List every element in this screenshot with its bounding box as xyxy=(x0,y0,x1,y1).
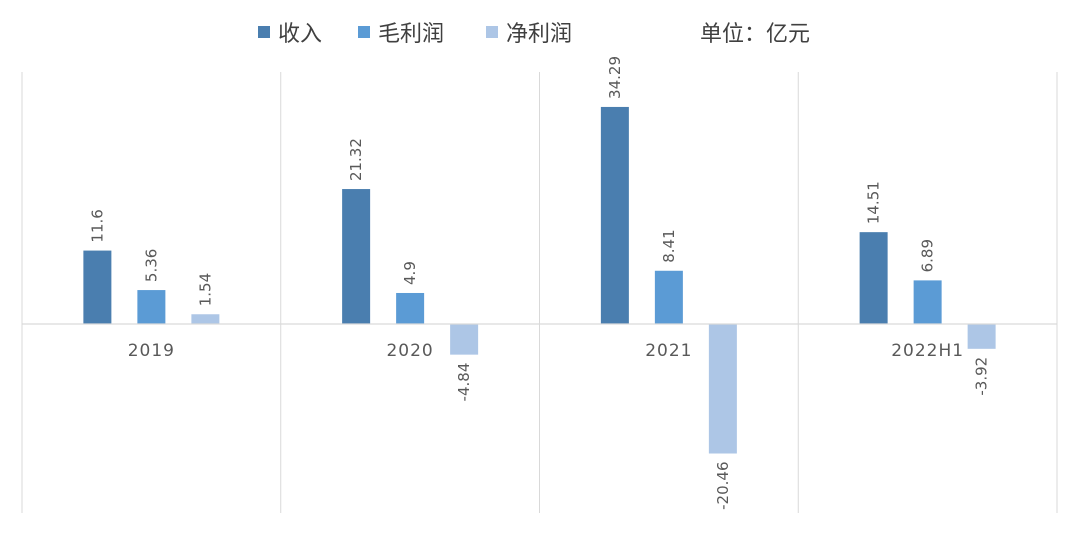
bar-gross-profit-2021 xyxy=(654,270,683,324)
data-label-revenue-2020: 21.32 xyxy=(347,138,365,181)
legend-label-gross-profit: 毛利润 xyxy=(378,22,445,47)
bar-net-profit-2019 xyxy=(191,314,220,324)
data-label-net-profit-2019: 1.54 xyxy=(196,273,214,306)
bar-net-profit-2021 xyxy=(708,324,737,454)
legend-swatch-revenue xyxy=(258,26,270,38)
legend-item-gross-profit: 毛利润 xyxy=(358,14,444,50)
unit-label: 单位：亿元 xyxy=(700,22,811,47)
legend-swatch-gross-profit xyxy=(358,26,370,38)
bar-net-profit-2022H1 xyxy=(967,324,996,349)
bar-revenue-2022H1 xyxy=(859,232,888,324)
data-label-gross-profit-2022H1: 6.89 xyxy=(919,239,937,272)
legend-item-net-profit: 净利润 xyxy=(486,14,572,50)
bar-revenue-2020 xyxy=(342,189,371,324)
bar-gross-profit-2020 xyxy=(396,292,425,324)
category-label-2020: 2020 xyxy=(386,341,433,361)
category-label-2022H1: 2022H1 xyxy=(891,341,964,361)
bar-gross-profit-2022H1 xyxy=(913,280,942,324)
legend-item-revenue: 收入 xyxy=(258,14,322,50)
data-label-gross-profit-2020: 4.9 xyxy=(401,261,419,285)
legend-label-revenue: 收入 xyxy=(278,22,323,47)
legend: 收入 毛利润 净利润 xyxy=(0,14,1080,50)
data-label-net-profit-2021: -20.46 xyxy=(714,462,732,510)
data-label-revenue-2021: 34.29 xyxy=(606,56,624,99)
legend-swatch-net-profit xyxy=(486,26,498,38)
data-label-revenue-2022H1: 14.51 xyxy=(865,181,883,224)
category-label-2021: 2021 xyxy=(645,341,692,361)
bar-revenue-2021 xyxy=(600,106,629,324)
data-label-gross-profit-2019: 5.36 xyxy=(142,249,160,282)
bar-gross-profit-2019 xyxy=(137,290,166,324)
data-label-revenue-2019: 11.6 xyxy=(88,209,106,242)
bar-net-profit-2020 xyxy=(450,324,479,355)
data-label-net-profit-2022H1: -3.92 xyxy=(973,357,991,396)
bar-revenue-2019 xyxy=(83,250,112,324)
data-label-gross-profit-2021: 8.41 xyxy=(660,229,678,262)
data-label-net-profit-2020: -4.84 xyxy=(455,363,473,402)
category-label-2019: 2019 xyxy=(128,341,175,361)
legend-label-net-profit: 净利润 xyxy=(506,22,573,47)
